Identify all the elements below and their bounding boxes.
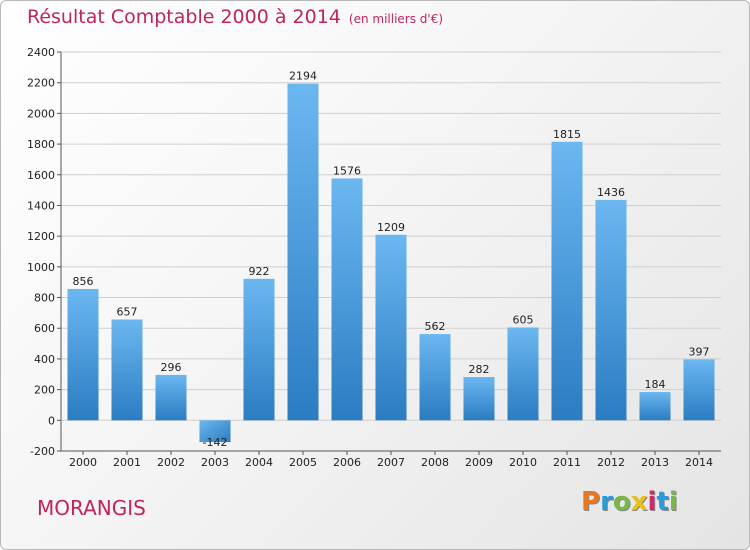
x-tick-label: 2014 [685,456,713,469]
data-label: 1209 [377,221,405,234]
y-tick-labels: -200 0 200 400 600 800 1000 1200 1400 1600 1800 200… [27,46,55,458]
bar-2013 [639,392,671,421]
bar-2011 [551,141,583,421]
data-label: -142 [203,436,228,449]
y-tick-label: 1000 [27,261,55,274]
chart-title-text: Résultat Comptable 2000 à 2014 [27,6,341,28]
data-labels: 856 657 296 -142 922 2194 1576 1209 562 282 605 181… [73,70,710,449]
y-tick-label: 2000 [27,107,55,120]
data-label: 296 [161,361,182,374]
data-label: 1576 [333,164,361,177]
logo-letter: x [630,487,648,517]
data-label: 562 [425,320,446,333]
y-tick-label: 2400 [27,46,55,59]
x-tick-label: 2001 [113,456,141,469]
x-tick-label: 2012 [597,456,625,469]
logo-letter: P [581,487,601,517]
bar-2009 [463,377,495,421]
data-label: 397 [689,345,710,358]
logo-letter: i [668,487,678,517]
data-label: 856 [73,275,94,288]
data-label: 184 [645,378,666,391]
logo-letter: i [647,487,657,517]
bar-2002 [155,374,187,421]
bar-2005 [287,83,319,421]
y-tick-label: 800 [34,292,55,305]
y-tick-label: 1600 [27,169,55,182]
x-tick-label: 2011 [553,456,581,469]
y-tick-label: 0 [48,414,55,427]
bar-2001 [111,319,143,421]
logo-letter: r [600,487,613,517]
x-tick-label: 2004 [245,456,273,469]
y-tick-label: 200 [34,384,55,397]
bar-2007 [375,234,407,421]
bar-2010 [507,327,539,421]
x-tick-label: 2003 [201,456,229,469]
x-tick-label: 2006 [333,456,361,469]
proxiti-logo: Proxiti [581,487,678,517]
chart-title: Résultat Comptable 2000 à 2014 (en millie… [27,6,443,28]
data-label: 1436 [597,186,625,199]
y-tick-label: 400 [34,353,55,366]
x-tick-label: 2007 [377,456,405,469]
x-tick-label: 2008 [421,456,449,469]
logo-letter: o [612,487,631,517]
y-tick-label: 1200 [27,230,55,243]
data-label: 282 [469,363,490,376]
x-tick-label: 2002 [157,456,185,469]
y-tick-label: -200 [30,445,55,458]
bar-2014 [683,359,715,421]
x-tick-label: 2005 [289,456,317,469]
y-tick-label: 1400 [27,199,55,212]
x-tick-labels: 2000 2001 2002 2003 2004 2005 2006 2007 2008 2009… [69,451,713,469]
data-label: 922 [249,265,270,278]
data-label: 657 [117,305,138,318]
bars [67,83,715,443]
y-tick-label: 600 [34,322,55,335]
y-tick-label: 1800 [27,138,55,151]
data-label: 2194 [289,70,317,83]
y-tick-label: 2200 [27,77,55,90]
commune-name: MORANGIS [37,496,146,520]
data-label: 605 [513,313,534,326]
bar-2006 [331,178,363,421]
bar-2008 [419,334,451,421]
x-tick-label: 2010 [509,456,537,469]
bar-2000 [67,288,99,421]
bar-2004 [243,278,275,421]
chart-subtitle: (en milliers d'€) [348,12,444,26]
bar-2003 [199,420,231,443]
x-tick-label: 2000 [69,456,97,469]
logo-letter: t [656,487,669,517]
bar-2012 [595,199,627,421]
data-label: 1815 [553,128,581,141]
x-tick-label: 2009 [465,456,493,469]
x-tick-label: 2013 [641,456,669,469]
